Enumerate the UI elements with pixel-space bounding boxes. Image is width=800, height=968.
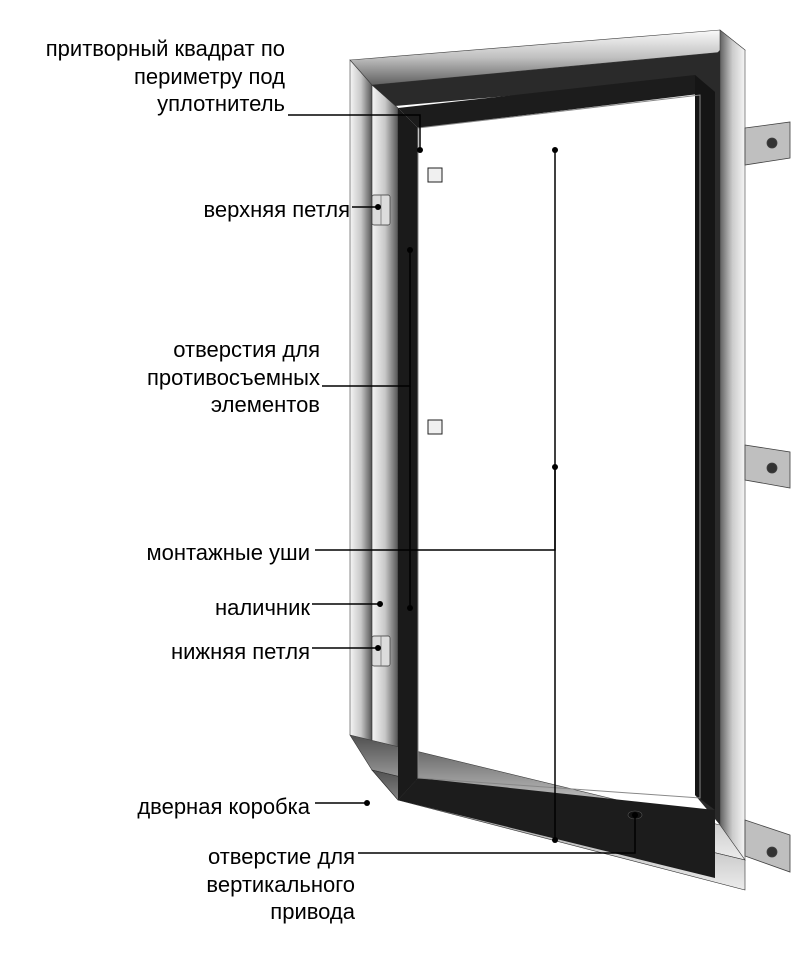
label-mount-ears: монтажные уши	[146, 539, 310, 567]
label-door-frame: дверная коробка	[137, 793, 310, 821]
label-upper-hinge: верхняя петля	[203, 196, 350, 224]
label-seal-rebate: притворный квадрат по периметру под упло…	[46, 35, 285, 118]
label-lower-hinge: нижняя петля	[171, 638, 310, 666]
label-casing: наличник	[215, 594, 310, 622]
label-drive-hole: отверстие для вертикального привода	[206, 843, 355, 926]
label-anti-lift: отверстия для противосъемных элементов	[147, 336, 320, 419]
leader-lines	[0, 0, 800, 968]
